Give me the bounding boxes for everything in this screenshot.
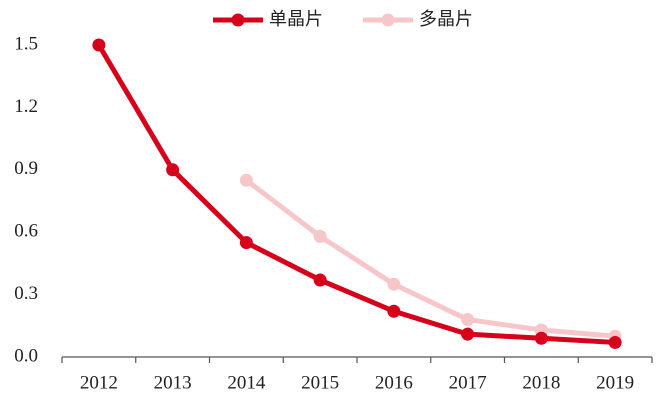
x-tick-label: 2017 (449, 372, 487, 393)
x-tick-label: 2015 (301, 372, 339, 393)
series-line (244, 178, 616, 339)
y-tick-label: 0.9 (14, 158, 38, 179)
x-tick-label: 2016 (375, 372, 413, 393)
data-point (239, 173, 253, 187)
y-tick-label: 0.0 (14, 345, 38, 366)
x-tick-label: 2019 (596, 372, 634, 393)
data-point (313, 229, 327, 243)
data-point (387, 304, 401, 318)
legend-marker (231, 13, 245, 27)
y-tick-label: 1.2 (14, 96, 38, 117)
x-tick-label: 2014 (227, 372, 266, 393)
x-tick-label: 2013 (154, 372, 192, 393)
y-tick-label: 0.6 (14, 221, 38, 242)
y-tick-label: 1.5 (14, 33, 38, 54)
y-tick-label: 0.3 (14, 283, 38, 304)
x-tick-label: 2018 (522, 372, 560, 393)
data-point (387, 277, 401, 291)
data-point (461, 327, 475, 341)
legend-label: 单晶片 (269, 9, 323, 30)
series-line (96, 43, 616, 345)
data-point (166, 163, 180, 177)
data-point (313, 273, 327, 287)
legend-marker (381, 13, 395, 27)
x-tick-label: 2012 (80, 372, 118, 393)
data-point (608, 335, 622, 349)
data-point (461, 313, 475, 327)
data-point (534, 331, 548, 345)
data-point (239, 236, 253, 250)
legend-label: 多晶片 (419, 9, 473, 30)
data-point (92, 38, 106, 52)
